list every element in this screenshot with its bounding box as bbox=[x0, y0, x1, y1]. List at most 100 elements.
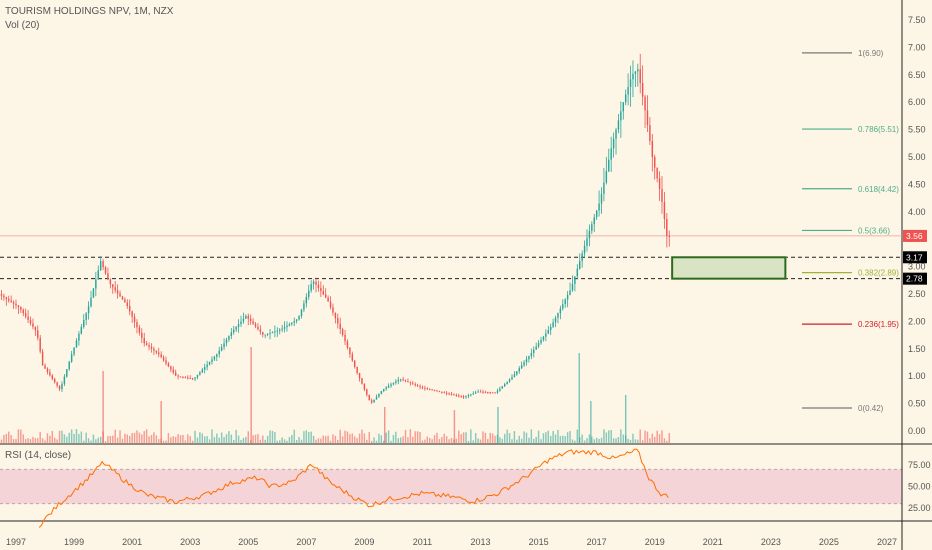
candle-body bbox=[554, 317, 557, 323]
volume-bar bbox=[349, 434, 351, 443]
candle-body bbox=[160, 354, 162, 358]
candle-body bbox=[523, 362, 525, 366]
volume-bar bbox=[392, 434, 395, 443]
volume-bar bbox=[303, 431, 305, 443]
volume-bar bbox=[428, 437, 431, 443]
candle-body bbox=[174, 372, 177, 376]
volume-bar bbox=[322, 435, 324, 443]
volume-bar bbox=[438, 439, 441, 443]
volume-bar bbox=[620, 429, 622, 443]
price-badge-label: 3.56 bbox=[906, 231, 923, 241]
candle-body bbox=[158, 352, 160, 355]
candle-body bbox=[395, 381, 397, 383]
candle-body bbox=[409, 382, 412, 384]
candle-body bbox=[317, 284, 320, 288]
volume-bar bbox=[44, 440, 46, 443]
volume-bar bbox=[520, 438, 523, 443]
candle-body bbox=[634, 71, 637, 74]
volume-bar bbox=[491, 433, 494, 443]
volume-bar bbox=[562, 435, 564, 443]
candle-body bbox=[366, 389, 368, 395]
candle-body bbox=[300, 309, 303, 317]
candle-body bbox=[51, 375, 54, 379]
candle-body bbox=[99, 261, 102, 271]
candle-body bbox=[419, 386, 421, 388]
volume-bar bbox=[75, 429, 78, 443]
chart-header: TOURISM HOLDINGS NPV, 1M, NZX Vol (20) bbox=[5, 5, 173, 33]
candle-body bbox=[615, 129, 617, 139]
candle-body bbox=[346, 341, 349, 348]
volume-bar bbox=[97, 437, 99, 443]
candle-body bbox=[383, 388, 385, 392]
time-tick-label: 2001 bbox=[122, 537, 142, 547]
candle-body bbox=[63, 376, 66, 384]
candle-body bbox=[620, 111, 622, 121]
candle-body bbox=[155, 350, 158, 353]
volume-bar bbox=[586, 438, 588, 443]
volume-bar bbox=[51, 430, 54, 443]
candle-body bbox=[128, 306, 131, 312]
volume-bar bbox=[528, 437, 530, 443]
candle-body bbox=[286, 325, 288, 328]
volume-bar bbox=[554, 434, 557, 443]
rsi-tick-label: 75.00 bbox=[908, 460, 931, 470]
candle-body bbox=[513, 374, 516, 378]
candle-body bbox=[363, 383, 366, 390]
volume-bar bbox=[409, 429, 412, 443]
candle-body bbox=[170, 366, 172, 370]
candle-body bbox=[441, 391, 443, 393]
volume-bar bbox=[305, 430, 308, 443]
candle-body bbox=[3, 295, 5, 298]
candle-body bbox=[387, 385, 390, 388]
candle-body bbox=[274, 331, 276, 333]
volume-bar bbox=[637, 439, 639, 443]
time-tick-label: 1999 bbox=[64, 537, 84, 547]
volume-bar bbox=[600, 437, 603, 443]
support-zone-box bbox=[671, 256, 787, 280]
time-tick-label: 1997 bbox=[6, 537, 26, 547]
volume-bar bbox=[612, 438, 615, 443]
candle-body bbox=[124, 299, 126, 303]
price-tick-label: 5.50 bbox=[908, 125, 926, 135]
price-tick-label: 3.00 bbox=[908, 262, 926, 272]
volume-bar bbox=[208, 439, 211, 443]
candle-body bbox=[528, 356, 530, 360]
fib-label: 0.236(1.95) bbox=[858, 320, 899, 329]
volume-bar bbox=[530, 429, 533, 443]
volume-bar bbox=[266, 435, 269, 443]
candle-body bbox=[404, 380, 407, 382]
candle-body bbox=[562, 304, 564, 309]
volume-spike bbox=[160, 401, 162, 443]
candle-body bbox=[462, 396, 465, 398]
volume-bar bbox=[312, 435, 315, 443]
volume-bar bbox=[644, 430, 646, 443]
candle-body bbox=[487, 392, 489, 394]
rsi-tick-label: 50.00 bbox=[908, 482, 931, 492]
volume-spike bbox=[590, 401, 592, 443]
candle-body bbox=[172, 369, 174, 373]
candle-body bbox=[141, 332, 143, 338]
candle-body bbox=[167, 363, 170, 367]
volume-bar bbox=[467, 440, 470, 443]
candle-body bbox=[666, 219, 668, 236]
candle-body bbox=[298, 316, 300, 320]
volume-bar bbox=[73, 433, 75, 443]
volume-bar bbox=[537, 430, 540, 443]
volume-bar bbox=[547, 430, 550, 443]
candle-body bbox=[581, 253, 583, 262]
volume-bar bbox=[525, 432, 528, 443]
volume-bar bbox=[201, 433, 204, 443]
candle-body bbox=[491, 392, 494, 394]
volume-bar bbox=[450, 438, 453, 443]
volume-bar bbox=[124, 433, 126, 443]
volume-bar bbox=[172, 436, 174, 443]
candle-body bbox=[15, 303, 17, 306]
volume-bar bbox=[298, 437, 300, 443]
candle-body bbox=[392, 382, 395, 385]
volume-bar bbox=[80, 431, 83, 443]
volume-bar bbox=[24, 438, 27, 443]
candle-body bbox=[225, 339, 228, 344]
rsi-line bbox=[38, 448, 669, 528]
volume-bar bbox=[419, 432, 421, 443]
